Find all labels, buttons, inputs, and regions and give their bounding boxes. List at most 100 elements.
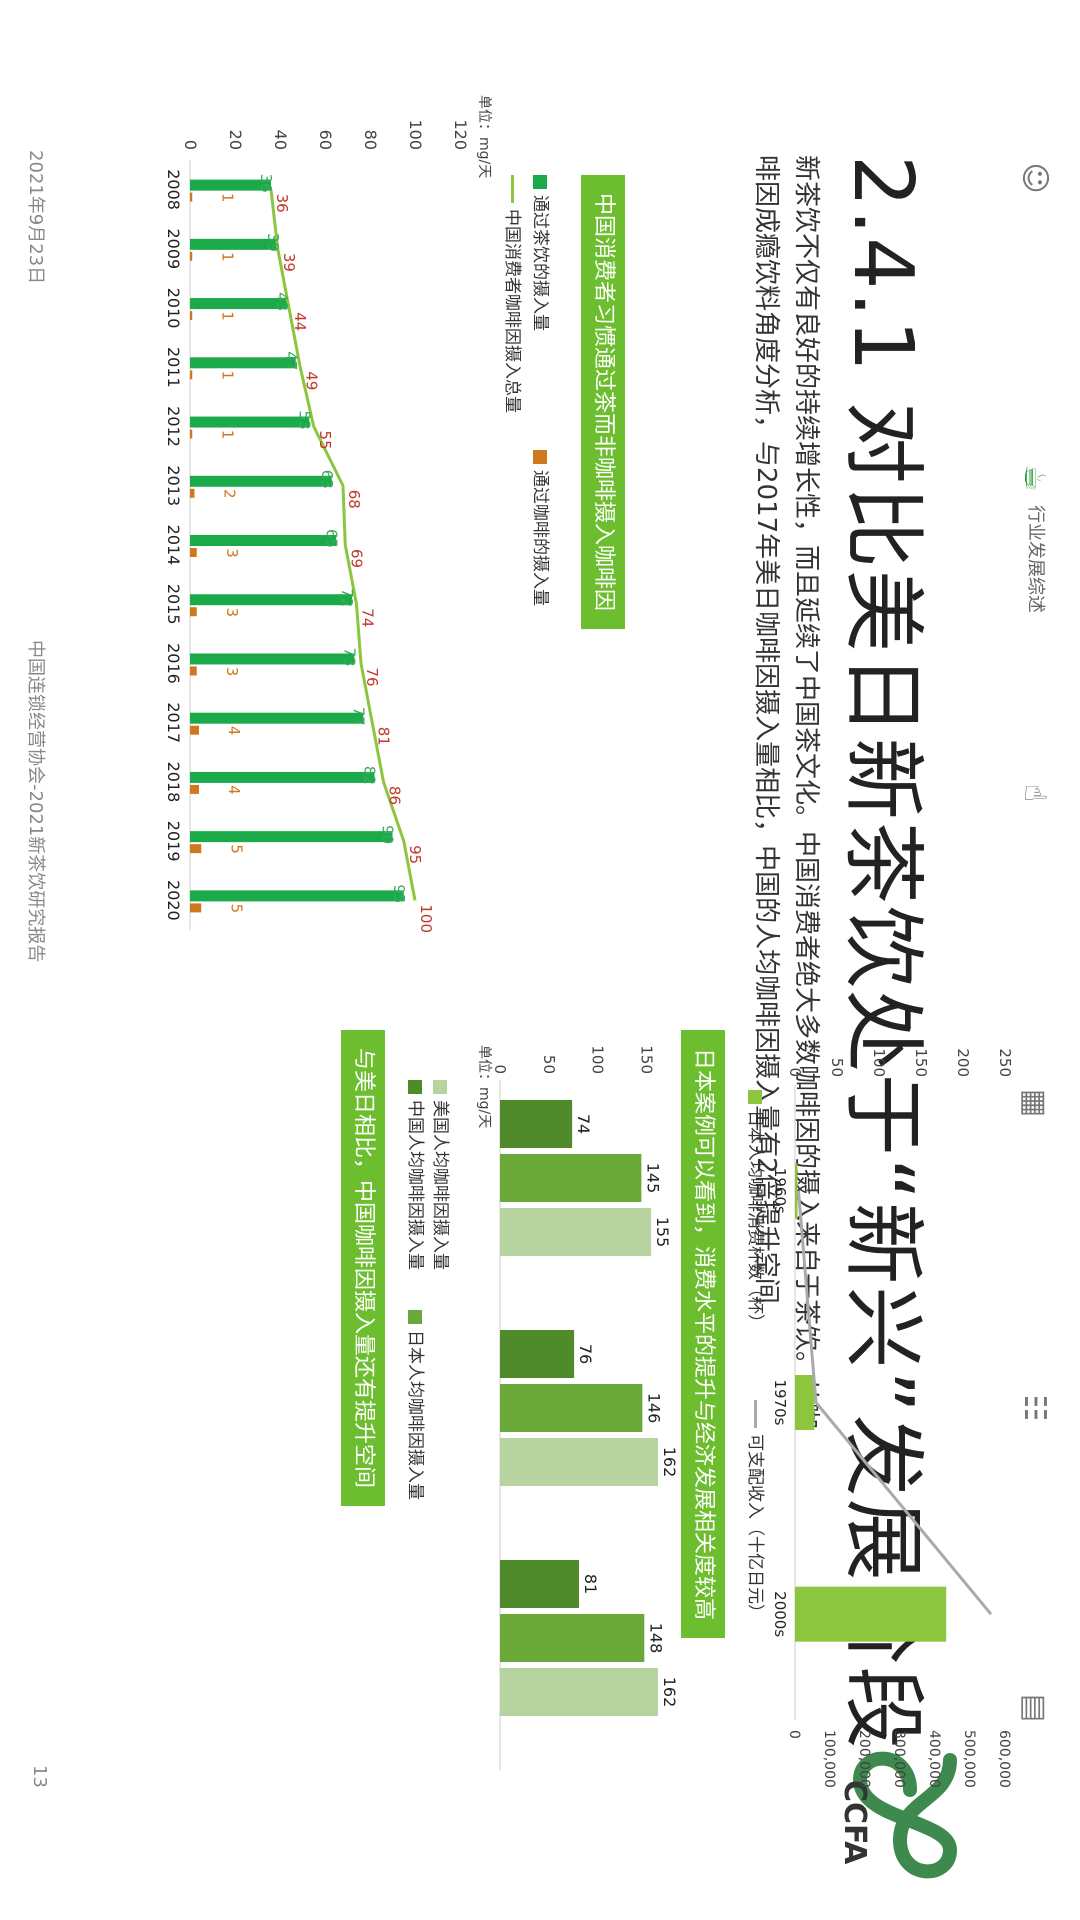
chart2-bar [500,1560,579,1608]
chart1-xtick: 2014 [164,525,183,566]
chart1-label-tea: 77 [349,707,367,726]
chart1-label-coffee: 4 [225,726,243,736]
chart1-bar-tea [190,298,287,310]
chart1-label-total: 95 [406,845,424,864]
chart3-xtick: 2000s [775,1591,789,1637]
chart1-label-total: 100 [417,904,435,933]
chart1-label-tea: 95 [390,884,408,903]
chart1-label-coffee: 1 [218,371,236,381]
chart2-data-label: 74 [574,1114,593,1134]
legend-total: 中国消费者咖啡因摄入总量 [502,175,527,413]
chart1-xtick: 2010 [164,288,183,329]
legend-jp-label: 日本人均咖啡因摄入量 [405,1330,425,1500]
ccfa-logo: CCFA [840,1751,958,1879]
legend-us: 美国人均咖啡因摄入量 [430,1080,455,1270]
chart1-label-coffee: 1 [218,252,236,262]
legend-income: 可支配收入（十亿日元） [745,1400,770,1621]
chart2-data-label: 81 [581,1574,600,1594]
chart3-y2tick: 600,000 [996,1730,1012,1788]
chart1-label-coffee: 3 [223,607,241,617]
legend-jp: 日本人均咖啡因摄入量 [405,1310,430,1500]
chart3-ytick: 0 [786,1067,804,1077]
chart2-ytick: 0 [491,1064,509,1074]
chart1-bar-coffee [190,903,202,913]
chart1-bar-coffee [190,784,199,794]
chart1-bar-tea [190,594,352,606]
chart1-label-coffee: 5 [227,844,245,854]
chart3-svg: 0 50 100 150 200 250 0 100,000 200,000 300,000 400… [775,1048,1014,1788]
chart3-xtick: 1970s [775,1380,789,1426]
store-icon[interactable]: ▦ [1017,1088,1052,1118]
legend-tea-label: 通过茶饮的摄入量 [530,195,550,331]
chart1-bar-coffee [190,311,193,321]
chart1-bar-coffee [190,251,193,261]
chart1-label-tea: 82 [361,766,379,785]
chart1-bar-coffee [190,192,193,202]
head-gear-icon[interactable]: ☺ [1017,162,1052,194]
legend-us-label: 美国人均咖啡因摄入量 [430,1100,450,1270]
legend-total-swatch [511,175,514,203]
chart2-bar [500,1614,645,1662]
chart1-bar-coffee [190,429,193,439]
chart1-label-coffee: 1 [218,193,236,203]
chart1-bar-tea [190,653,355,665]
legend-coffee-label: 通过咖啡的摄入量 [530,470,550,606]
footer-date: 2021年9月23日 [25,150,46,285]
chart1-bar-coffee [190,548,197,557]
chart1-ytick: 100 [406,119,425,150]
legend-cups-swatch [748,1090,762,1104]
chart3-bar-cups [795,1163,798,1219]
chart1-ytick: 20 [226,130,245,150]
chart1-xtick: 2013 [164,465,183,506]
chart2-ytick: 50 [540,1055,558,1074]
chart1-label-tea: 53 [295,411,313,430]
page-number: 13 [29,1765,50,1788]
chart3-y2tick: 300,000 [891,1730,907,1788]
chart1-label-coffee: 3 [223,548,241,558]
chart2-data-label: 155 [653,1217,672,1248]
legend-jp-swatch [408,1310,422,1324]
chart1-bar-coffee [190,370,193,380]
legend-cn-label: 中国人均咖啡因摄入量 [405,1100,425,1270]
chart1-label-tea: 63 [318,470,336,489]
chart2-data-label: 76 [576,1344,595,1364]
chart1-xtick: 2008 [164,169,183,210]
chart1-label-total: 36 [273,194,291,213]
chart1-label-total: 49 [302,371,320,390]
chart1-ytick: 60 [316,130,335,150]
chart1-bar-coffee [190,488,195,498]
chart3-xtick: 1960s [775,1168,789,1214]
chart1-ytick: 120 [451,119,470,150]
chart1-svg: 0 20 40 60 80 100 120 2008 1 2009 1 2010 1 2011 1 2012 1… [164,119,470,933]
chart3-banner: 日本案例可以看到，消费水平的提升与经济发展相关度较高 [681,1030,725,1639]
legend-cups: 日本人均咖啡消费杯数（杯） [745,1090,770,1331]
chart1-label-tea: 47 [282,351,300,370]
chart2-bar [500,1208,652,1256]
chart1-ytick: 80 [361,130,380,150]
chart1-label-tea: 73 [340,647,358,666]
legend-us-swatch [433,1080,447,1094]
chart2-ytick: 100 [589,1045,607,1074]
people-icon[interactable]: ☷ [1017,1394,1052,1422]
chart1-label-total: 74 [359,608,377,627]
chart1-label-tea: 90 [379,825,397,844]
chart1-label-coffee: 1 [218,311,236,321]
tea-cup-icon[interactable]: ☕ [1017,464,1052,492]
chart1-xtick: 2009 [164,228,183,269]
chart2-ytick: 150 [637,1045,655,1074]
chart1-label-total: 39 [280,253,298,272]
legend-total-label: 中国消费者咖啡因摄入总量 [502,209,522,413]
legend-income-label: 可支配收入（十亿日元） [745,1434,765,1621]
chart1-ytick: 40 [271,130,290,150]
chart1-line-total [269,189,417,901]
chart1-label-total: 76 [363,667,381,686]
chart1-bar-tea [190,712,364,724]
chart2-bar [499,1384,643,1432]
chart1-bar-tea [190,535,337,546]
chart-up-icon[interactable]: ▤ [1017,1693,1052,1723]
hand-icon[interactable]: ☝ [1017,783,1052,803]
chart2-data-label: 162 [660,1447,679,1478]
chart1-bar-coffee [190,607,197,617]
chart1-bar-tea [190,771,375,783]
chart1-bar-tea [190,890,404,902]
